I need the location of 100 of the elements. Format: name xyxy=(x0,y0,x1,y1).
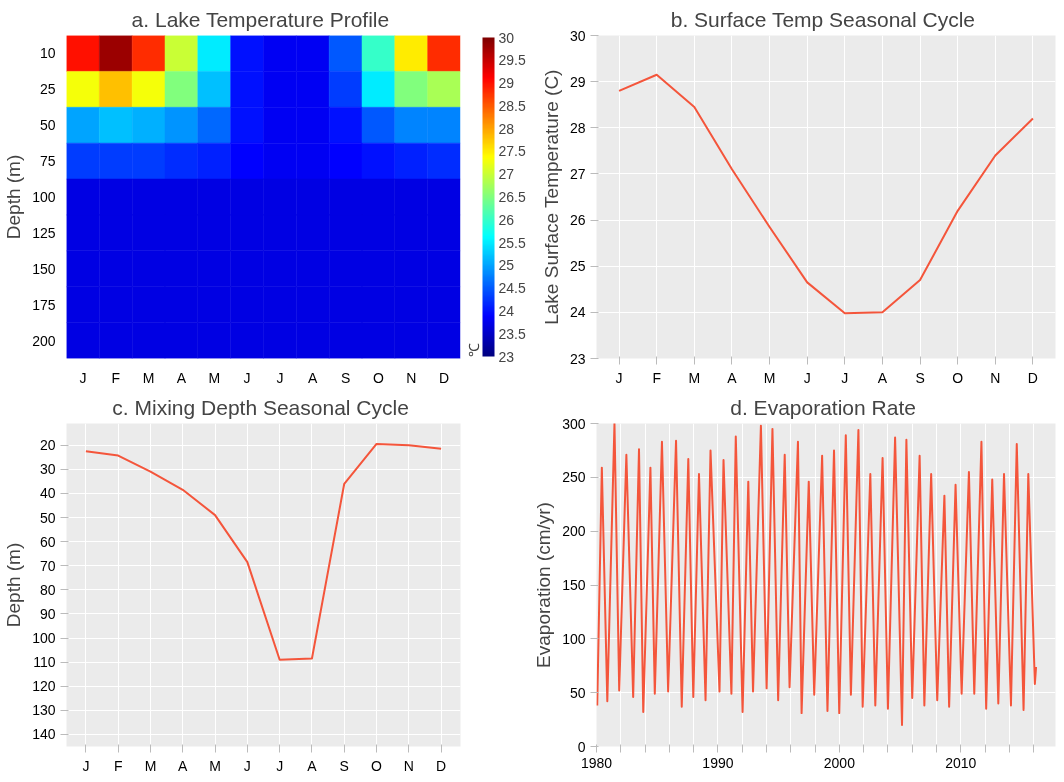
y-tick-label: 140 xyxy=(32,726,56,743)
x-tick-label: 2010 xyxy=(945,754,977,771)
x-tick-label: A xyxy=(307,757,318,774)
x-tick-label: A xyxy=(176,369,187,386)
x-tick-label: O xyxy=(952,369,964,386)
y-tick-label: 200 xyxy=(32,332,56,349)
y-tick-label: 25 xyxy=(569,258,586,275)
x-tick-label: M xyxy=(688,369,701,386)
y-tick-label: 10 xyxy=(39,45,56,62)
y-tick-label: 125 xyxy=(32,224,56,241)
color-bar-label: 27 xyxy=(498,166,515,183)
x-tick-label: F xyxy=(113,757,123,774)
x-tick-label: 1990 xyxy=(702,754,734,771)
color-bar-label: 25.5 xyxy=(498,234,526,251)
y-tick-label: 70 xyxy=(39,557,56,574)
y-tick-label: 0 xyxy=(577,738,586,755)
y-tick-label: 20 xyxy=(39,437,56,454)
y-tick-label: 30 xyxy=(39,461,56,478)
chart-title: b. Surface Temp Seasonal Cycle xyxy=(670,7,976,31)
x-tick-label: S xyxy=(340,369,351,386)
y-tick-label: 300 xyxy=(562,415,586,432)
x-tick-label: J xyxy=(276,757,284,774)
color-bar-label: 30 xyxy=(498,29,515,46)
color-bar-label: 29.5 xyxy=(498,52,526,69)
x-tick-label: 2000 xyxy=(823,754,856,771)
x-tick-label: D xyxy=(436,757,447,774)
chart-title: c. Mixing Depth Seasonal Cycle xyxy=(112,395,409,419)
x-tick-label: F xyxy=(652,369,661,386)
y-tick-label: 130 xyxy=(32,702,56,719)
y-axis-title: Depth (m) xyxy=(3,542,25,628)
y-tick-label: 100 xyxy=(32,630,56,647)
x-tick-label: M xyxy=(763,369,776,386)
x-tick-label: N xyxy=(990,369,1001,386)
color-bar-label: 29 xyxy=(498,75,515,92)
y-tick-label: 40 xyxy=(39,485,56,502)
y-tick-label: 60 xyxy=(39,533,56,550)
x-tick-label: 1980 xyxy=(580,754,613,771)
color-bar-label: 23 xyxy=(498,348,515,365)
y-tick-label: 50 xyxy=(569,684,586,701)
color-bar-label: 28.5 xyxy=(498,97,526,114)
y-tick-label: 80 xyxy=(39,581,56,598)
x-tick-label: O xyxy=(371,757,383,774)
x-tick-label: S xyxy=(915,369,925,386)
y-tick-label: 28 xyxy=(569,119,586,136)
y-tick-label: 110 xyxy=(33,654,56,671)
x-tick-label: J xyxy=(803,369,811,386)
color-bar-title: ℃ xyxy=(465,342,482,357)
y-tick-label: 90 xyxy=(39,605,56,622)
x-tick-label: A xyxy=(727,369,738,386)
color-bar-label: 25 xyxy=(498,257,515,274)
x-tick-label: A xyxy=(308,369,319,386)
x-tick-label: N xyxy=(406,369,417,386)
y-tick-label: 150 xyxy=(562,577,586,593)
x-tick-label: M xyxy=(142,369,155,386)
x-tick-label: J xyxy=(79,369,87,386)
x-tick-label: J xyxy=(243,369,251,386)
y-tick-label: 29 xyxy=(569,73,586,90)
y-tick-label: 120 xyxy=(32,678,56,695)
color-bar-label: 23.5 xyxy=(498,325,526,342)
y-tick-label: 24 xyxy=(569,304,586,321)
y-tick-label: 50 xyxy=(39,117,56,134)
y-tick-label: 150 xyxy=(32,260,56,277)
x-tick-label: D xyxy=(439,369,450,386)
y-axis-title: Lake Surface Temperature (C) xyxy=(540,69,562,325)
y-axis-title: Evaporation (cm/yr) xyxy=(533,502,555,668)
x-tick-label: J xyxy=(82,757,90,774)
x-tick-label: M xyxy=(144,757,157,774)
x-tick-label: A xyxy=(178,757,189,774)
y-tick-label: 50 xyxy=(39,509,56,526)
y-tick-label: 250 xyxy=(562,469,586,486)
y-axis-title: Depth (m) xyxy=(3,154,25,240)
color-bar-label: 27.5 xyxy=(498,143,526,160)
y-tick-label: 100 xyxy=(562,630,586,647)
color-bar-label: 24.5 xyxy=(498,280,526,297)
x-tick-label: A xyxy=(877,369,888,386)
y-tick-label: 75 xyxy=(39,153,56,170)
y-tick-label: 200 xyxy=(562,523,586,540)
color-bar-label: 28 xyxy=(498,120,515,137)
x-tick-label: M xyxy=(208,369,221,386)
x-tick-label: S xyxy=(339,757,349,774)
y-tick-label: 26 xyxy=(569,212,586,229)
x-tick-label: D xyxy=(1027,369,1038,386)
x-tick-label: J xyxy=(841,369,849,386)
y-tick-label: 25 xyxy=(39,81,56,98)
chart-title: d. Evaporation Rate xyxy=(730,395,916,419)
chart-title: a. Lake Temperature Profile xyxy=(131,7,390,31)
x-tick-label: J xyxy=(276,369,284,386)
color-bar-label: 26.5 xyxy=(498,189,526,205)
x-tick-label: M xyxy=(209,757,221,774)
x-tick-label: J xyxy=(243,757,251,774)
color-bar-label: 26 xyxy=(498,211,515,228)
y-tick-label: 23 xyxy=(569,350,586,367)
x-tick-label: F xyxy=(111,369,121,386)
y-tick-label: 100 xyxy=(32,189,56,205)
y-tick-label: 27 xyxy=(569,165,586,182)
y-tick-label: 30 xyxy=(569,27,586,44)
x-tick-label: N xyxy=(403,757,414,774)
x-tick-label: J xyxy=(615,369,623,386)
y-tick-label: 175 xyxy=(32,296,56,313)
color-bar-label: 24 xyxy=(498,302,515,319)
